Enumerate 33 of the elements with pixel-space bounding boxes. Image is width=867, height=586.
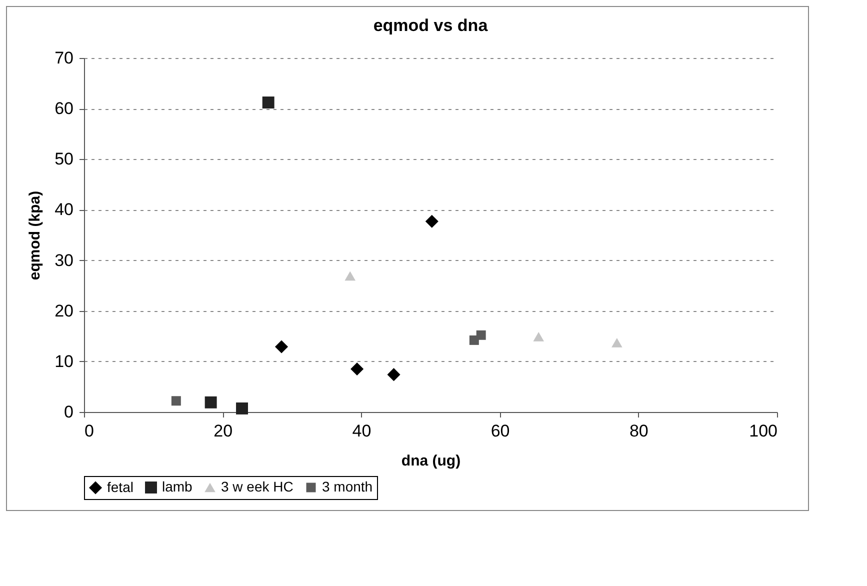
point	[204, 396, 217, 408]
point	[236, 402, 248, 414]
y-tick-label: 20	[54, 301, 74, 320]
point	[612, 338, 622, 348]
x-tick-label: 80	[629, 422, 648, 440]
legend-label: 3 month	[322, 478, 373, 494]
x-tick-label: 0	[84, 422, 94, 440]
y-tick-label: 40	[54, 200, 74, 220]
y-tick-label: 0	[64, 402, 74, 422]
y-tick-label: 60	[54, 99, 74, 118]
x-tick-label: 20	[214, 422, 233, 440]
legend-label: fetal	[107, 478, 134, 495]
point	[262, 96, 274, 108]
point	[344, 271, 356, 281]
y-tick-label: 50	[54, 150, 74, 169]
x-tick-label: 40	[352, 422, 372, 440]
point	[274, 340, 288, 354]
point	[425, 214, 438, 228]
point	[476, 330, 486, 340]
x-axis-title: dna (ug)	[401, 452, 461, 470]
chart-title: eqmod vs dna	[373, 16, 488, 35]
y-tick-label: 30	[54, 250, 74, 270]
point	[387, 368, 400, 382]
legend-label: 3 w eek HC	[221, 478, 294, 494]
y-tick-label: 70	[54, 48, 74, 68]
y-axis-title: eqmod (kpa)	[26, 190, 44, 280]
point	[533, 332, 544, 342]
x-tick-label: 100	[749, 422, 778, 440]
point	[171, 396, 181, 406]
x-tick-label: 60	[490, 422, 510, 440]
legend-label: lamb	[162, 478, 193, 494]
point	[350, 362, 364, 376]
y-tick-label: 10	[54, 352, 74, 371]
